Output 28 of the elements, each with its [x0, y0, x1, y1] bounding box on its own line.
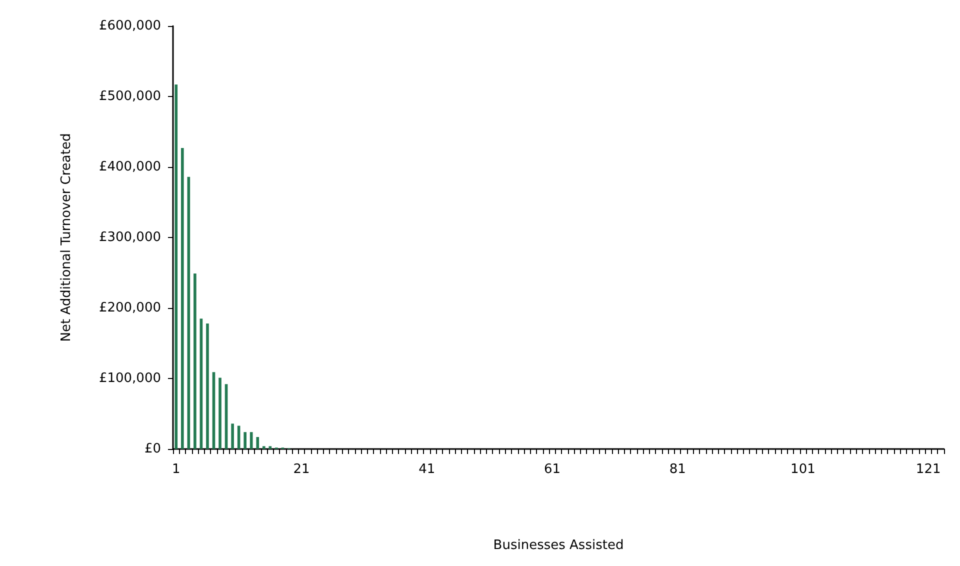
bar	[250, 432, 253, 449]
x-tick-label: 81	[669, 462, 686, 477]
bar	[268, 446, 272, 449]
bar	[218, 378, 222, 449]
x-tick-label: 61	[544, 462, 561, 477]
bar	[174, 84, 178, 449]
bar	[206, 324, 209, 449]
bar	[237, 426, 240, 449]
y-tick-label: £400,000	[98, 160, 161, 174]
bar	[180, 148, 184, 449]
y-tick-label: £600,000	[98, 18, 161, 34]
y-tick-label: £300,000	[98, 230, 161, 245]
x-tick-label: 101	[790, 462, 816, 477]
x-axis-title: Businesses Assisted	[493, 538, 624, 553]
y-tick-label: £200,000	[98, 300, 161, 316]
y-tick-label: £100,000	[98, 371, 161, 386]
y-axis-title: Net Additional Turnover Created	[59, 133, 74, 342]
y-tick-label: £0	[144, 442, 161, 456]
y-tick-label: £500,000	[98, 89, 161, 104]
x-tick-label: 121	[916, 462, 941, 477]
bar	[194, 273, 196, 449]
bar	[244, 432, 246, 449]
bar	[262, 446, 266, 449]
bar	[256, 437, 260, 449]
x-tick-label: 41	[418, 462, 436, 477]
x-tick-label: 21	[293, 462, 310, 477]
x-tick-label: 1	[172, 462, 180, 477]
bar	[231, 424, 234, 449]
